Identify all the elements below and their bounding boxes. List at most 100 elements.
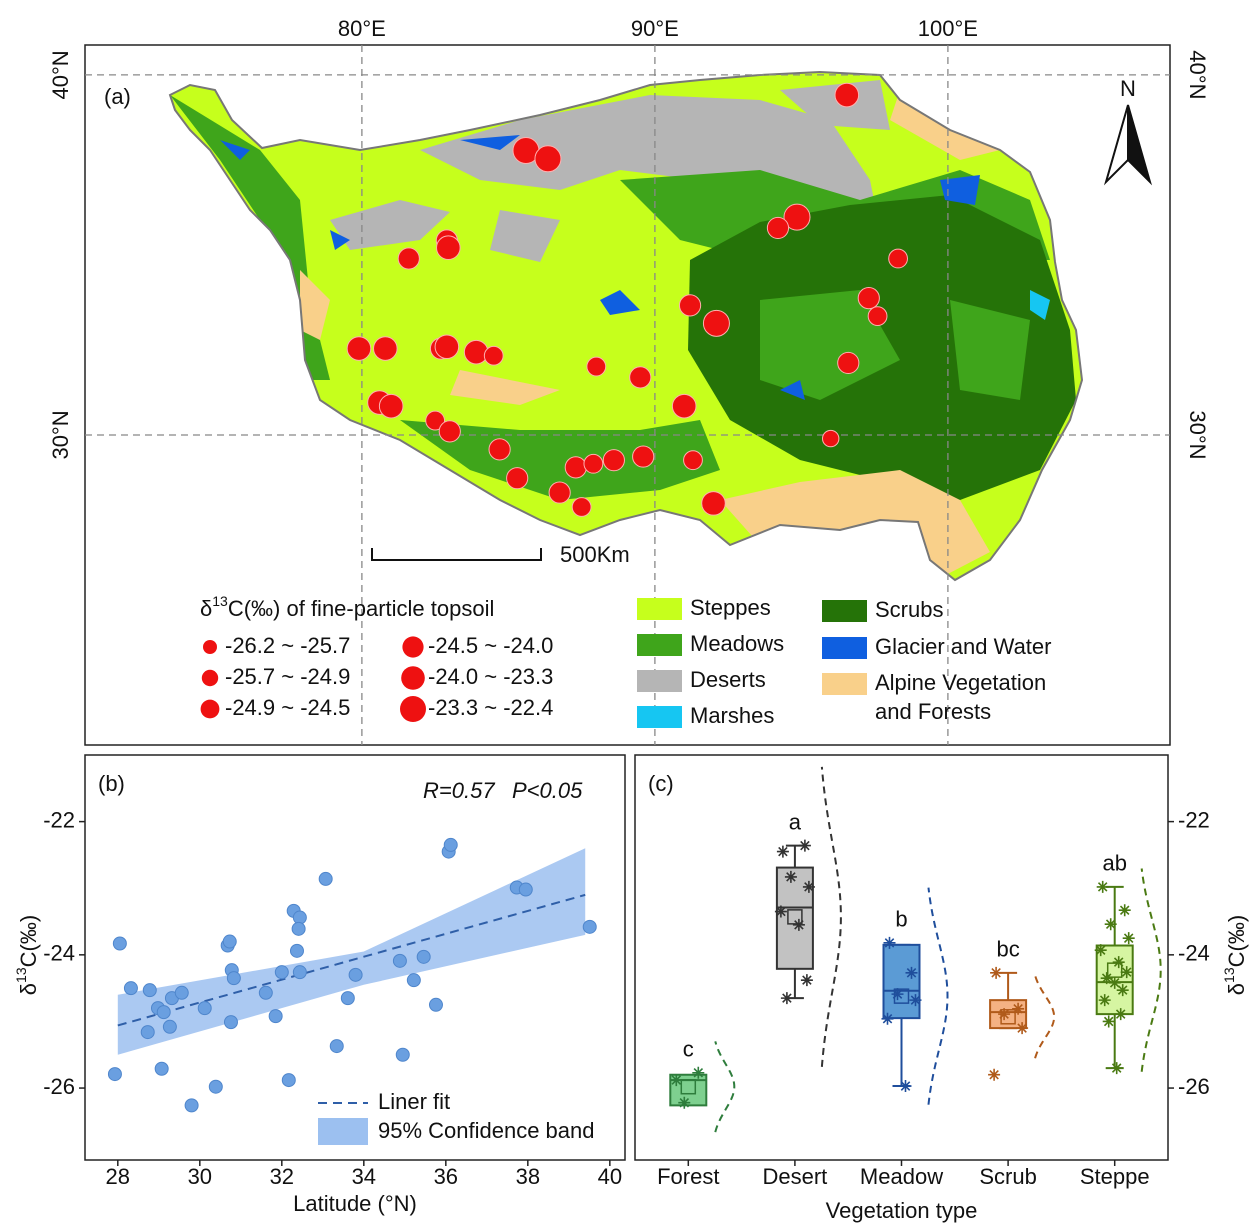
- data-point: [990, 966, 1003, 979]
- data-point: [1118, 904, 1131, 917]
- sample-point: [397, 247, 420, 270]
- desert-area: [330, 80, 890, 262]
- alpine-area: [300, 90, 1000, 578]
- density-curve: [927, 887, 949, 1105]
- land-legend-label: Meadows: [690, 631, 784, 656]
- y-tick-label: -26: [1178, 1074, 1210, 1099]
- size-legend-marker: [203, 640, 217, 654]
- annotation: R=0.57: [423, 778, 495, 803]
- data-point: [582, 919, 597, 934]
- data-point: [197, 1001, 212, 1016]
- size-legend-label: -24.0 ~ -23.3: [428, 664, 553, 689]
- data-point: [1096, 880, 1109, 893]
- data-point: [1120, 966, 1133, 979]
- data-point: [518, 882, 533, 897]
- data-point: [1112, 956, 1125, 969]
- data-point: [1116, 984, 1129, 997]
- data-point: [1016, 1022, 1029, 1035]
- data-point: [780, 992, 793, 1005]
- box: [775, 866, 814, 970]
- sample-point: [346, 336, 372, 361]
- data-point: [670, 1074, 683, 1087]
- sample-point: [373, 336, 398, 361]
- meadow-area: [760, 290, 1030, 400]
- data-point: [443, 837, 458, 852]
- label-sup: 13: [1221, 967, 1237, 983]
- sample-point: [602, 449, 625, 472]
- size-legend-label: -26.2 ~ -25.7: [225, 633, 350, 658]
- sample-point: [534, 145, 562, 173]
- box: [882, 943, 921, 1020]
- land-legend-swatch: [637, 706, 682, 728]
- land-legend-swatch: [822, 637, 867, 659]
- size-legend-marker: [400, 696, 426, 722]
- x-tick-label: Desert: [763, 1164, 828, 1189]
- sample-point: [837, 351, 860, 375]
- x-axis-label: Vegetation type: [826, 1198, 978, 1223]
- data-point: [776, 845, 789, 858]
- data-point: [348, 967, 363, 982]
- sample-point: [436, 235, 461, 261]
- significance-letter: b: [895, 907, 907, 932]
- land-legend-swatch: [637, 670, 682, 692]
- size-legend-marker: [200, 699, 220, 719]
- x-axis-label: Latitude (°N): [293, 1191, 417, 1216]
- panel-label: (c): [648, 771, 674, 796]
- confidence-band: [117, 848, 586, 1055]
- significance-letter: ab: [1102, 851, 1126, 876]
- data-point: [802, 880, 815, 893]
- land-legend-label: Marshes: [690, 703, 774, 728]
- data-point: [798, 839, 811, 852]
- x-tick-label: 30: [188, 1164, 212, 1189]
- data-point: [416, 949, 431, 964]
- size-legend-title: δ13C(‰) of fine-particle topsoil: [200, 593, 494, 621]
- data-point: [1114, 1008, 1127, 1021]
- data-point: [428, 997, 443, 1012]
- significance-letter: c: [683, 1037, 694, 1062]
- sample-point: [766, 216, 790, 240]
- x-tick-label: Forest: [657, 1164, 719, 1189]
- data-point: [692, 1066, 705, 1079]
- data-point: [792, 918, 805, 931]
- sample-point: [834, 82, 860, 108]
- sample-point: [548, 481, 571, 504]
- land-legend-label: Glacier and Water: [875, 634, 1051, 659]
- label-suffix: C(‰) of fine-particle topsoil: [228, 596, 495, 621]
- data-point: [289, 943, 304, 958]
- data-point: [222, 934, 237, 949]
- sample-point: [378, 393, 404, 419]
- x-tick-label: Scrub: [979, 1164, 1036, 1189]
- sample-point: [632, 445, 655, 468]
- data-point: [329, 1039, 344, 1054]
- density-curve: [714, 1041, 736, 1133]
- data-point: [1110, 1062, 1123, 1075]
- mean-marker: [787, 909, 803, 925]
- fit-line: [117, 893, 586, 1027]
- data-point: [800, 974, 813, 987]
- sample-point: [701, 491, 726, 516]
- data-point: [107, 1067, 122, 1082]
- data-point: [112, 936, 127, 951]
- panel-label: (b): [98, 771, 125, 796]
- north-arrow-right: [1127, 104, 1153, 186]
- sample-point: [488, 438, 511, 461]
- land-legend-swatch: [822, 673, 867, 695]
- y-axis-label: δ13C(‰): [13, 915, 41, 995]
- data-point: [292, 965, 307, 980]
- legend-band-swatch: [318, 1118, 368, 1145]
- sample-point: [506, 467, 529, 490]
- size-legend-marker: [402, 636, 424, 658]
- label-sup: 13: [13, 967, 29, 983]
- sample-point: [702, 309, 730, 337]
- data-point: [208, 1079, 223, 1094]
- data-point: [392, 953, 407, 968]
- sample-point: [671, 393, 697, 419]
- legend-label: Liner fit: [378, 1089, 450, 1114]
- scale-bar: [371, 548, 542, 561]
- data-point: [268, 1009, 283, 1024]
- data-point: [123, 981, 138, 996]
- size-legend-label: -24.9 ~ -24.5: [225, 695, 350, 720]
- data-point: [678, 1096, 691, 1109]
- y-axis-label: δ13C(‰): [1221, 915, 1249, 995]
